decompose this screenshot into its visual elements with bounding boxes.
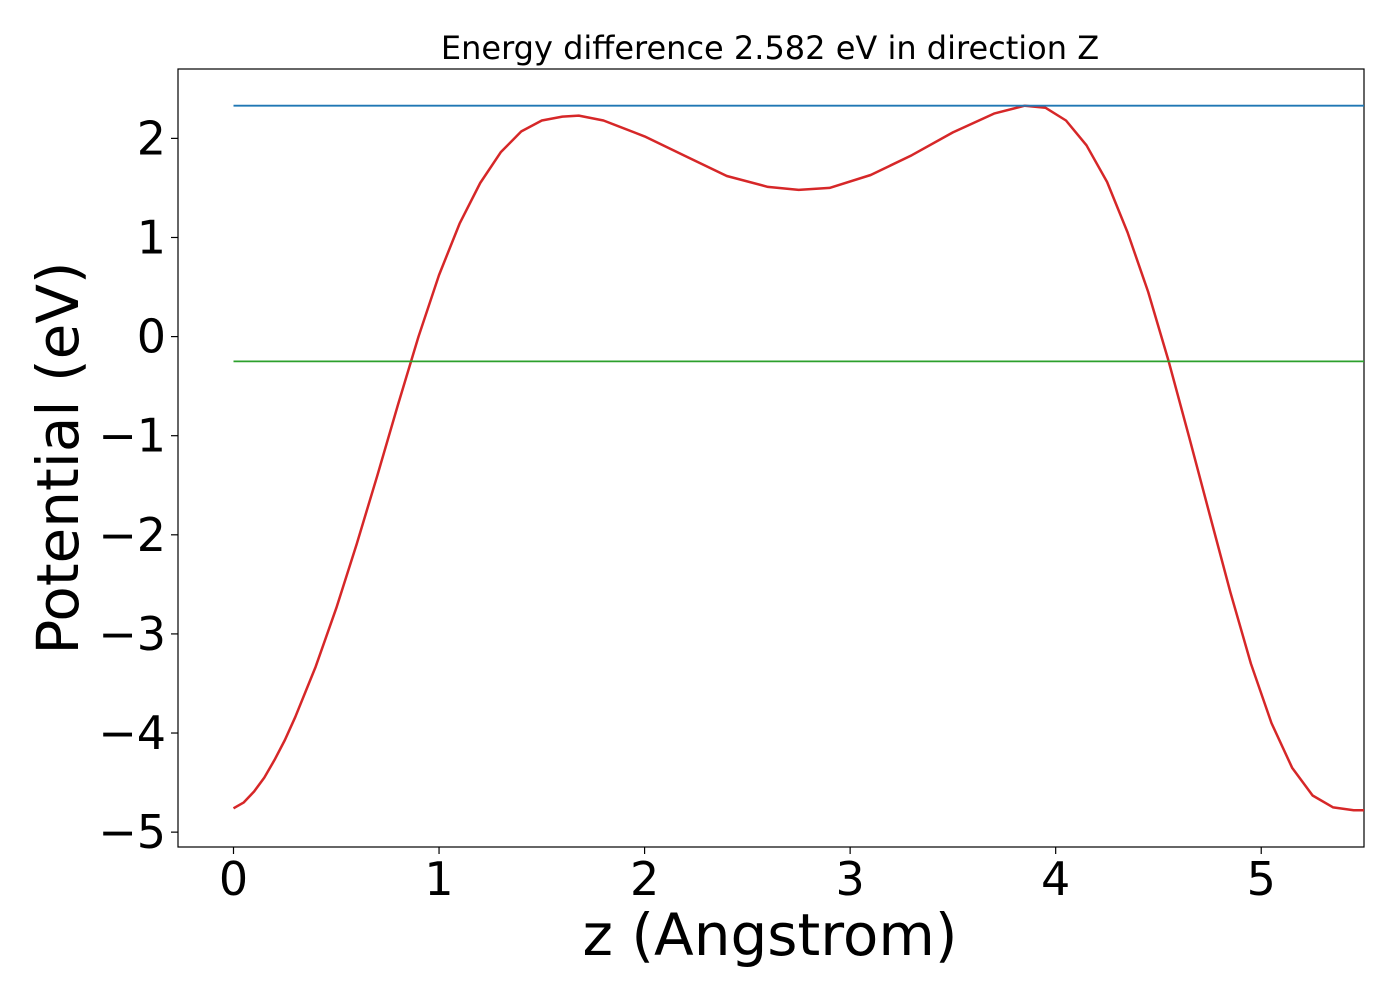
y-tick-label: −1 xyxy=(98,409,166,463)
y-tick-label: −4 xyxy=(98,706,166,760)
y-tick-label: 1 xyxy=(137,210,166,264)
chart-title: Energy difference 2.582 eV in direction … xyxy=(441,29,1099,67)
y-tick-label: −2 xyxy=(98,508,166,562)
y-tick-label: 2 xyxy=(137,111,166,165)
y-axis-label: Potential (eV) xyxy=(24,261,92,654)
y-tick-label: −5 xyxy=(98,805,166,859)
series-line-0 xyxy=(232,104,1364,812)
x-axis-ticks: 0 1 2 3 4 5 xyxy=(219,847,1276,906)
y-tick-label: 0 xyxy=(137,310,166,364)
x-tick-label: 2 xyxy=(630,852,659,906)
y-axis-ticks: 2 1 0 −1 −2 −3 −4 −5 xyxy=(98,111,178,859)
x-tick-label: 3 xyxy=(835,852,864,906)
x-tick-label: 0 xyxy=(219,852,248,906)
y-tick-label: −3 xyxy=(98,607,166,661)
x-axis-label: z (Angstrom) xyxy=(583,901,958,969)
x-tick-label: 5 xyxy=(1247,852,1276,906)
x-tick-label: 4 xyxy=(1041,852,1070,906)
series-layer xyxy=(232,104,1364,812)
plot-frame xyxy=(177,68,1365,848)
x-tick-label: 1 xyxy=(424,852,453,906)
